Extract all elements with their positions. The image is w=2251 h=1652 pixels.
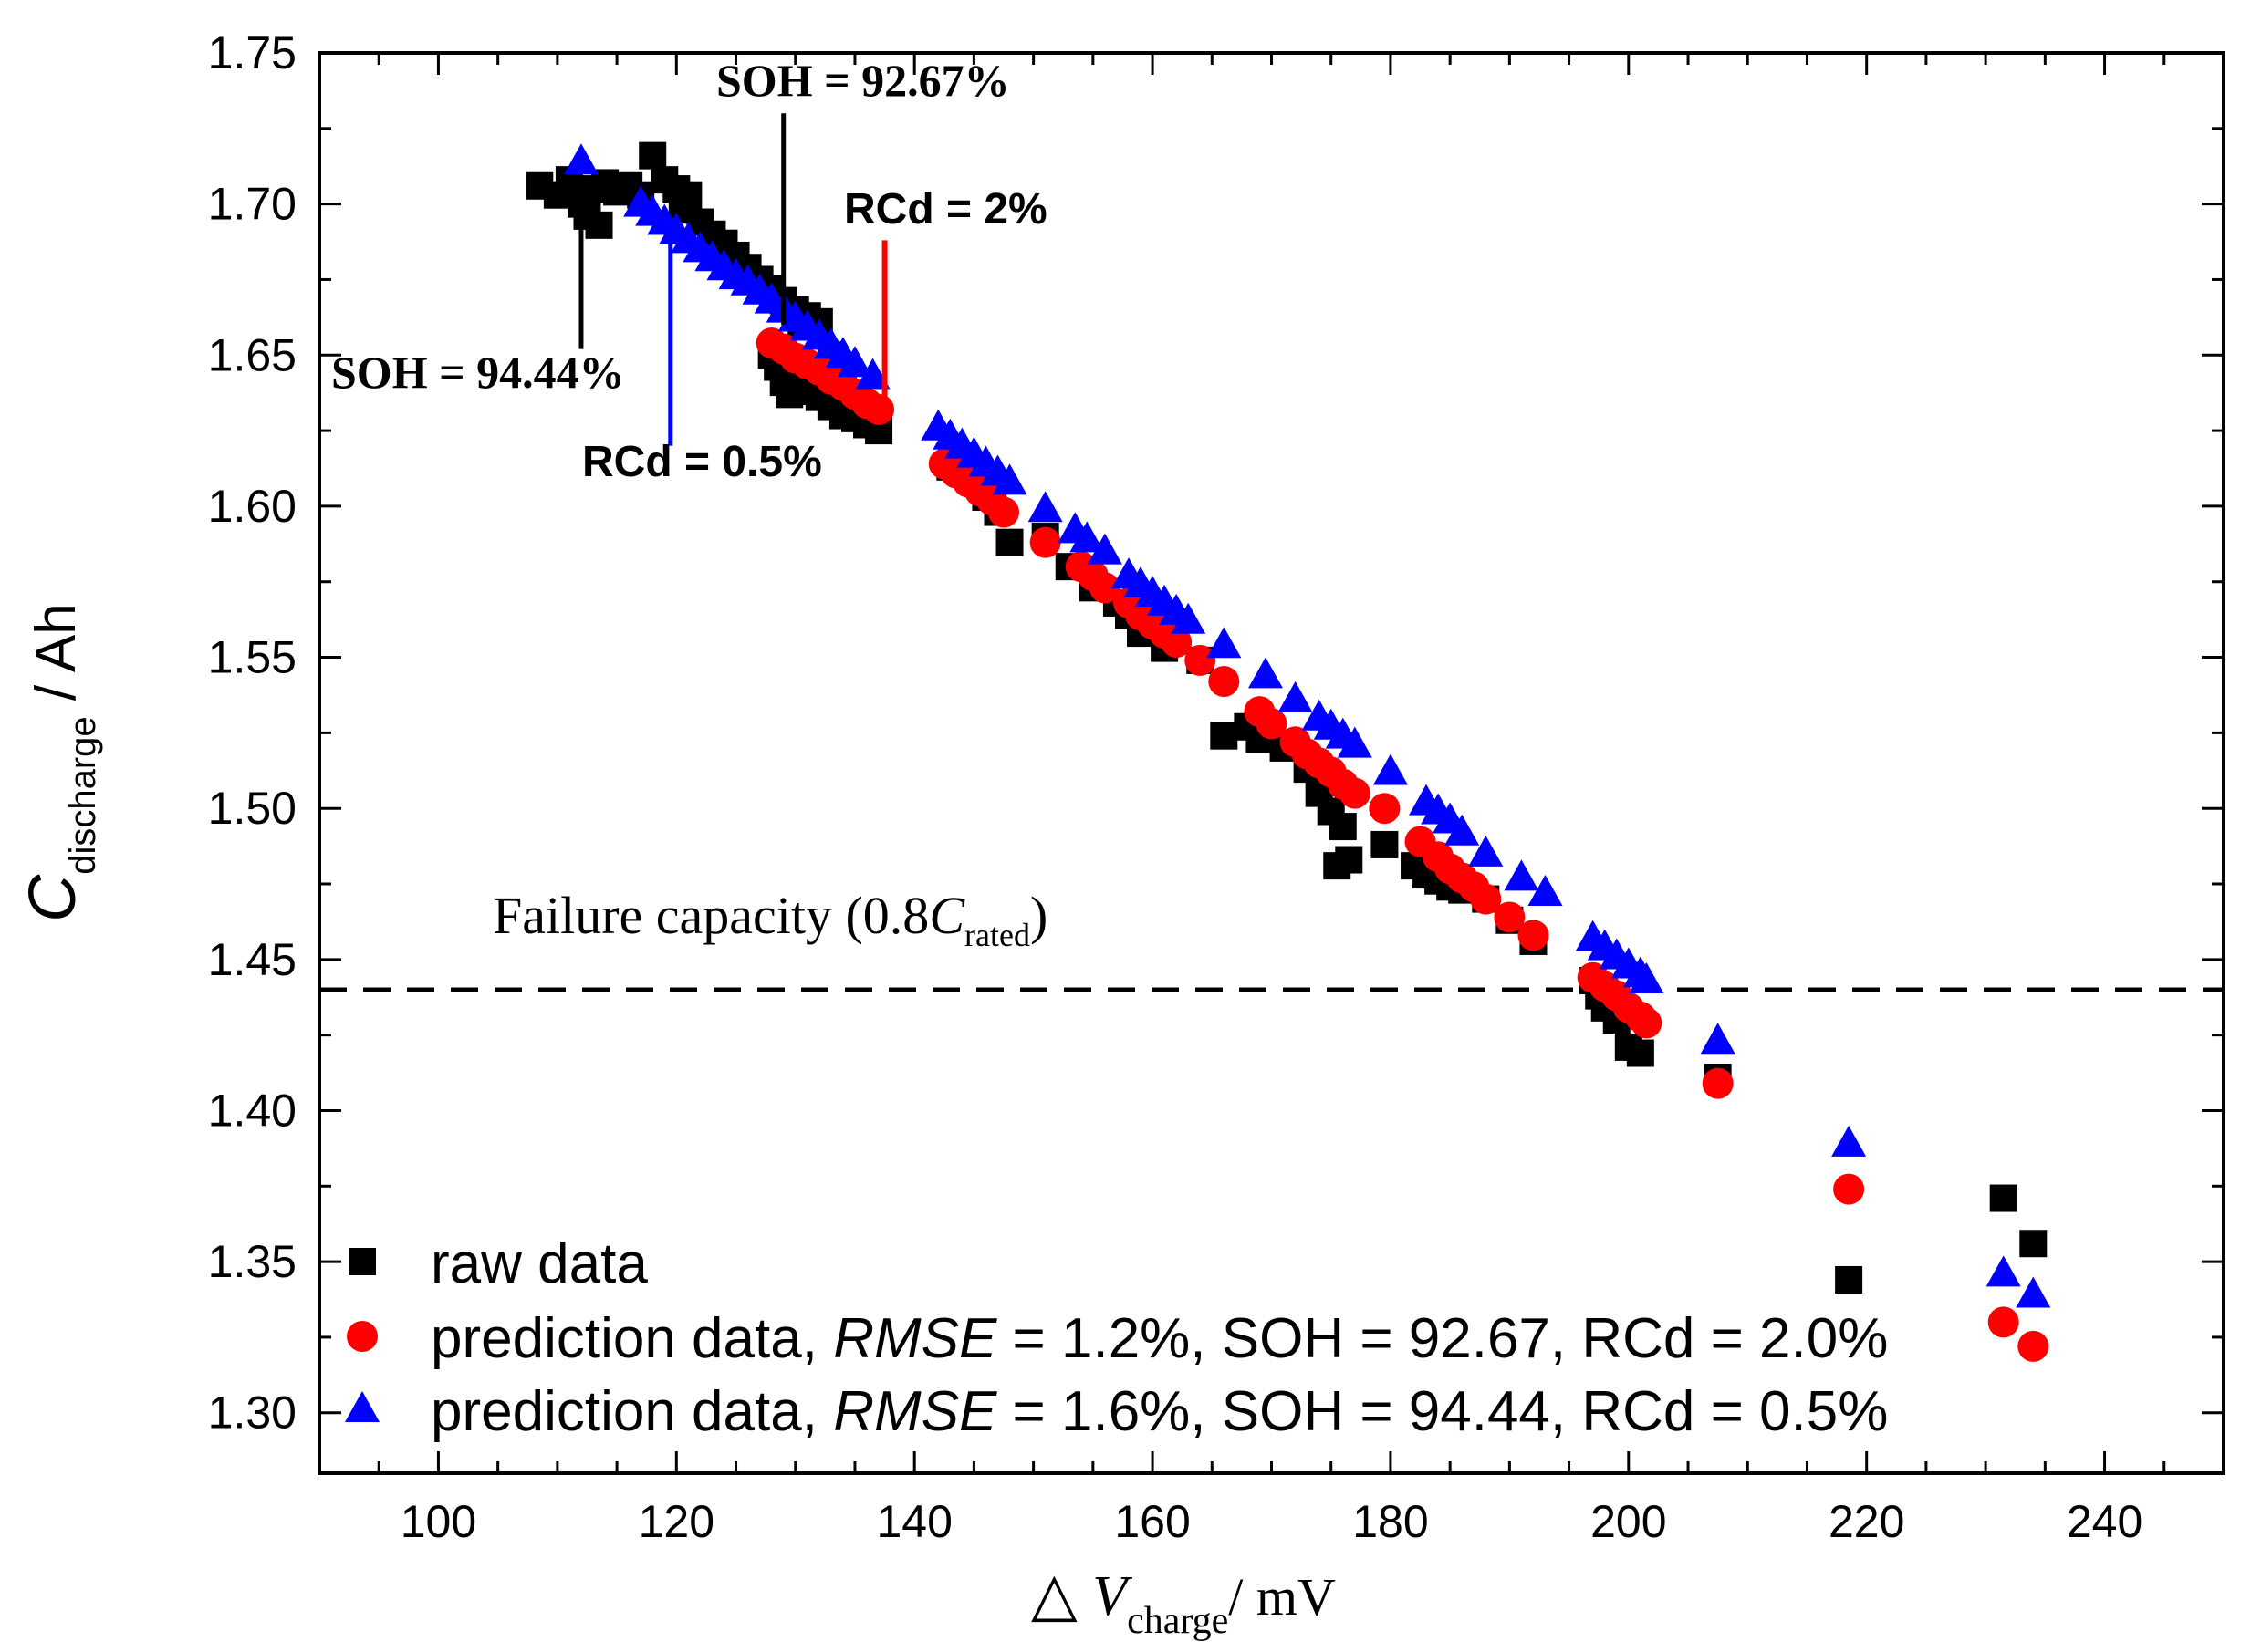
data-point-circle [1184,644,1216,676]
data-point-square [1335,846,1363,874]
data-point-triangle [1171,602,1206,634]
data-point-circle [1494,901,1526,933]
legend-marker-circle [347,1321,378,1352]
data-point-square [639,141,667,170]
series-triangle [563,143,2051,1308]
data-point-circle [1339,777,1370,809]
data-point-circle [1470,883,1502,915]
data-point-triangle [1069,521,1105,553]
data-point-triangle [1831,1125,1867,1157]
data-point-triangle [855,358,891,390]
data-point-square [1210,722,1238,750]
data-point-triangle [1444,814,1480,846]
data-point-triangle [992,463,1027,495]
data-point-square [1626,1039,1654,1067]
data-point-triangle [1087,533,1122,565]
data-point-circle [1631,1007,1662,1039]
data-point-triangle [1468,835,1504,867]
y-tick-label: 1.70 [208,179,297,230]
legend-label: raw data [431,1232,648,1295]
y-axis-title: Cdischarge / Ah [16,603,103,922]
data-point-square [1370,830,1399,858]
data-point-circle [988,496,1020,528]
y-tick-label: 1.60 [208,481,297,532]
data-point-circle [1161,626,1193,658]
x-tick-label: 120 [639,1496,714,1547]
data-point-triangle [1372,753,1408,785]
data-point-square [1835,1265,1863,1294]
data-point-circle [1089,572,1120,604]
rcd-05-label: RCd = 0.5% [582,438,822,486]
data-point-triangle [1504,859,1539,891]
data-point-circle [1702,1067,1734,1099]
data-point-square [1329,813,1357,841]
rcd-2-label: RCd = 2% [844,185,1047,234]
legend-marker-square [349,1248,376,1275]
x-axis-title: △ Vcharge/ mV [1031,1562,1336,1642]
x-tick-label: 140 [876,1496,952,1547]
legend-marker-triangle [345,1391,380,1422]
y-tick-label: 1.30 [208,1387,297,1439]
data-point-triangle [1337,726,1372,758]
data-point-circle [1208,666,1240,698]
data-point-circle [1256,708,1287,740]
y-axis-title-group: Cdischarge / Ah [16,603,103,922]
x-tick-label: 240 [2067,1496,2142,1547]
y-tick-label: 1.55 [208,632,297,683]
legend-label: prediction data, RMSE = 1.6%, SOH = 94.4… [431,1380,1888,1443]
data-point-triangle [563,143,599,175]
data-point-triangle [1206,627,1242,659]
data-point-circle [863,393,895,425]
y-tick-label: 1.35 [208,1236,297,1287]
x-tick-label: 100 [401,1496,476,1547]
x-tick-label: 180 [1352,1496,1428,1547]
legend-label: prediction data, RMSE = 1.2%, SOH = 92.6… [431,1307,1888,1370]
data-point-circle [1833,1173,1865,1205]
data-point-triangle [1629,962,1664,994]
data-point-circle [1369,793,1401,825]
data-point-circle [1987,1306,2019,1338]
data-point-triangle [2016,1276,2051,1308]
data-point-triangle [837,346,872,378]
failure-capacity-label: Failure capacity (0.8Crated) [493,886,1047,953]
soh-9267-label: SOH = 92.67% [716,55,1010,106]
x-tick-label: 160 [1114,1496,1190,1547]
data-point-square [585,211,613,239]
data-point-circle [2017,1330,2049,1362]
data-point-circle [1029,526,1061,558]
series-square [526,141,2048,1294]
series-circle [756,327,2049,1362]
y-tick-label: 1.50 [208,783,297,834]
data-point-circle [1517,920,1549,951]
data-point-triangle [1247,657,1283,689]
data-point-triangle [1700,1023,1735,1055]
data-point-square [995,528,1024,556]
y-tick-label: 1.65 [208,329,297,380]
data-point-triangle [1277,681,1313,712]
data-point-square [2019,1230,2048,1258]
data-point-square [1989,1184,2017,1212]
data-point-triangle [1985,1255,2021,1287]
y-tick-label: 1.40 [208,1085,297,1136]
data-point-triangle [1027,491,1063,523]
y-tick-label: 1.75 [208,27,297,78]
soh-9444-label: SOH = 94.44% [331,347,625,398]
data-point-triangle [1527,874,1563,906]
y-tick-label: 1.45 [208,934,297,985]
data-point-square [674,181,703,209]
x-tick-label: 220 [1829,1496,1904,1547]
x-tick-label: 200 [1590,1496,1666,1547]
